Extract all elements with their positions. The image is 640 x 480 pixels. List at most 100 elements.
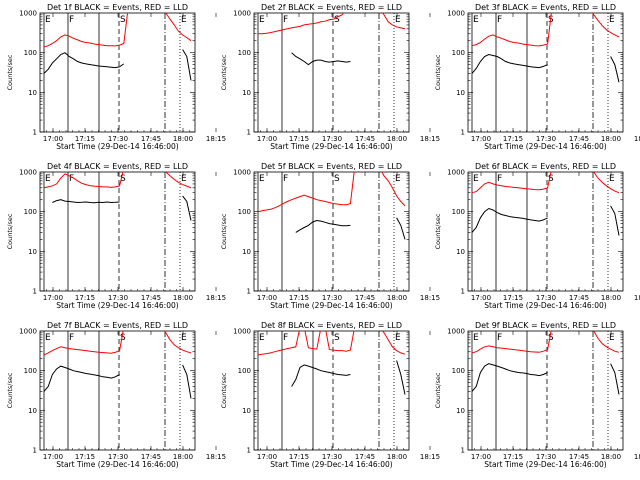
x-tick-label: 18:15 xyxy=(634,453,640,461)
plot-frame xyxy=(39,171,196,292)
series-line-lld xyxy=(257,331,406,356)
marker-label: S xyxy=(120,15,126,25)
x-tick-label: 17:30 xyxy=(108,294,128,302)
x-tick-label: 17:00 xyxy=(43,453,63,461)
marker-label: E xyxy=(259,174,265,184)
x-tick-label: 18:15 xyxy=(206,294,226,302)
y-tick-label: 1 xyxy=(461,288,465,296)
x-tick-label: 17:45 xyxy=(569,453,589,461)
marker-label: E xyxy=(609,15,615,25)
panel-title: Det 2f BLACK = Events, RED = LLD xyxy=(261,3,402,12)
y-axis-label: Counts/sec xyxy=(6,213,14,249)
x-tick-label: 18:15 xyxy=(420,453,440,461)
y-tick-label: 1000 xyxy=(19,328,37,336)
panel-title: Det 5f BLACK = Events, RED = LLD xyxy=(261,162,402,171)
marker-label: F xyxy=(69,174,74,184)
x-axis-label: Start Time (29-Dec-14 16:46:00) xyxy=(484,460,606,469)
marker-label: S xyxy=(120,333,126,343)
marker-label: S xyxy=(548,333,554,343)
plot-frame xyxy=(467,12,624,133)
y-axis-label: Counts/sec xyxy=(220,213,228,249)
y-tick-label: 1000 xyxy=(447,10,465,18)
panel-det5: Det 5f BLACK = Events, RED = LLD 1 10 100 10… xyxy=(220,162,440,310)
series-line-lld xyxy=(471,331,620,354)
marker-label: E xyxy=(473,333,479,343)
x-tick-label: 17:00 xyxy=(471,135,491,143)
series-line-lld xyxy=(471,13,620,47)
marker-label: F xyxy=(497,174,502,184)
x-tick-label: 17:15 xyxy=(503,294,523,302)
marker-label: S xyxy=(120,174,126,184)
marker-label: E xyxy=(473,15,479,25)
marker-label: E xyxy=(609,333,615,343)
y-tick-label: 100 xyxy=(238,367,251,375)
x-tick-label: 17:15 xyxy=(289,135,309,143)
y-tick-label: 1000 xyxy=(233,328,251,336)
x-tick-label: 17:15 xyxy=(289,294,309,302)
panel-det8: Det 8f BLACK = Events, RED = LLD 1 10 100 10… xyxy=(220,321,440,469)
x-tick-label: 18:00 xyxy=(173,135,193,143)
x-tick-label: 17:15 xyxy=(75,453,95,461)
panel-title: Det 7f BLACK = Events, RED = LLD xyxy=(47,321,188,330)
plot-frame xyxy=(467,171,624,292)
x-tick-label: 17:00 xyxy=(257,135,277,143)
y-tick-label: 1 xyxy=(33,288,37,296)
series-line-lld xyxy=(258,13,406,35)
x-tick-label: 17:30 xyxy=(322,453,342,461)
y-axis-label: Counts/sec xyxy=(6,54,14,90)
series-line-events xyxy=(291,52,351,66)
series-line-events xyxy=(471,363,620,395)
marker-label: E xyxy=(259,15,265,25)
x-tick-label: 17:00 xyxy=(471,453,491,461)
series-line-events xyxy=(471,53,620,83)
marker-label: S xyxy=(548,174,554,184)
marker-label: E xyxy=(45,333,51,343)
panel-det2: Det 2f BLACK = Events, RED = LLD 1 10 100 10… xyxy=(220,3,440,151)
plot-frame xyxy=(39,12,196,133)
y-tick-label: 1000 xyxy=(447,328,465,336)
series-line-lld xyxy=(257,172,406,213)
y-tick-label: 1000 xyxy=(19,169,37,177)
y-axis-label: Counts/sec xyxy=(434,213,442,249)
x-tick-label: 18:00 xyxy=(601,453,621,461)
x-tick-label: 17:45 xyxy=(569,135,589,143)
x-tick-label: 17:30 xyxy=(322,135,342,143)
x-tick-label: 17:30 xyxy=(108,453,128,461)
x-tick-label: 18:15 xyxy=(420,294,440,302)
series-line-events xyxy=(52,195,192,221)
x-tick-label: 18:00 xyxy=(173,453,193,461)
panel-det7: Det 7f BLACK = Events, RED = LLD 1 10 100 10… xyxy=(6,321,226,469)
x-tick-label: 17:30 xyxy=(108,135,128,143)
y-tick-label: 1 xyxy=(461,447,465,455)
x-tick-label: 17:30 xyxy=(322,294,342,302)
x-tick-label: 18:15 xyxy=(634,135,640,143)
series-line-events xyxy=(295,217,406,240)
x-tick-label: 17:15 xyxy=(289,453,309,461)
y-tick-label: 10 xyxy=(242,248,251,256)
plot-frame xyxy=(253,330,410,451)
marker-label: S xyxy=(334,174,340,184)
x-tick-label: 18:00 xyxy=(387,294,407,302)
panel-title: Det 6f BLACK = Events, RED = LLD xyxy=(475,162,616,171)
panel-det9: Det 9f BLACK = Events, RED = LLD 1 10 100 10… xyxy=(434,321,640,469)
series-line-lld xyxy=(471,172,620,194)
y-tick-label: 1 xyxy=(247,288,251,296)
y-tick-label: 100 xyxy=(238,208,251,216)
x-tick-label: 17:00 xyxy=(257,294,277,302)
x-axis-label: Start Time (29-Dec-14 16:46:00) xyxy=(56,301,178,310)
plot-frame xyxy=(253,12,410,133)
marker-label: F xyxy=(497,15,502,25)
y-tick-label: 100 xyxy=(452,49,465,57)
series-line-events xyxy=(291,360,406,395)
x-tick-label: 17:45 xyxy=(355,294,375,302)
y-tick-label: 10 xyxy=(456,89,465,97)
panel-det6: Det 6f BLACK = Events, RED = LLD 1 10 100 10… xyxy=(434,162,640,310)
y-tick-label: 10 xyxy=(242,407,251,415)
x-tick-label: 18:15 xyxy=(206,453,226,461)
panel-det4: Det 4f BLACK = Events, RED = LLD 1 10 100 10… xyxy=(6,162,226,310)
panel-title: Det 8f BLACK = Events, RED = LLD xyxy=(261,321,402,330)
x-tick-label: 17:15 xyxy=(75,135,95,143)
y-axis-label: Counts/sec xyxy=(434,372,442,408)
marker-label: S xyxy=(334,333,340,343)
